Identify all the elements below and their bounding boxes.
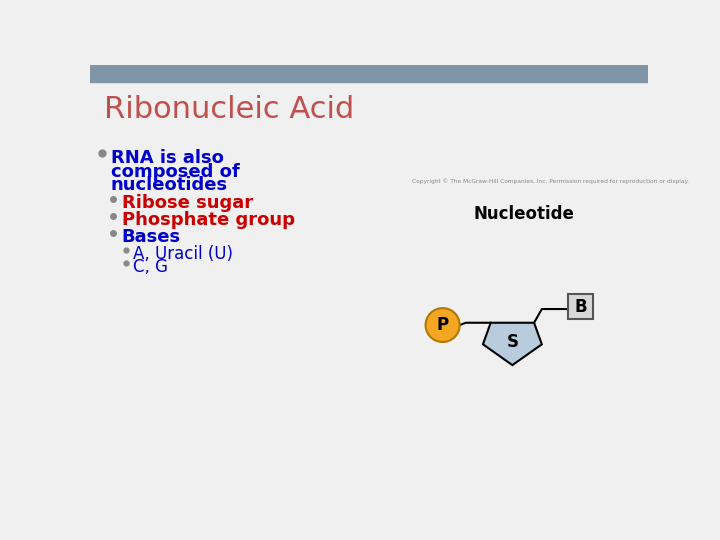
Text: Ribonucleic Acid: Ribonucleic Acid bbox=[104, 95, 354, 124]
Text: Nucleotide: Nucleotide bbox=[474, 205, 575, 223]
Text: nucleotides: nucleotides bbox=[111, 177, 228, 194]
Text: Copyright © The McGraw-Hill Companies, Inc. Permission required for reproduction: Copyright © The McGraw-Hill Companies, I… bbox=[412, 179, 688, 184]
Text: Phosphate group: Phosphate group bbox=[122, 211, 294, 229]
Text: A, Uracil (U): A, Uracil (U) bbox=[133, 245, 233, 263]
Text: S: S bbox=[506, 333, 518, 351]
Text: B: B bbox=[575, 298, 587, 315]
Text: composed of: composed of bbox=[111, 163, 240, 180]
FancyBboxPatch shape bbox=[568, 294, 593, 319]
Text: P: P bbox=[436, 316, 449, 334]
Bar bbox=[90, 65, 648, 82]
Circle shape bbox=[426, 308, 459, 342]
Text: Bases: Bases bbox=[122, 228, 181, 246]
Text: Ribose sugar: Ribose sugar bbox=[122, 194, 253, 212]
Text: RNA is also: RNA is also bbox=[111, 148, 224, 167]
Polygon shape bbox=[483, 323, 542, 365]
Text: C, G: C, G bbox=[133, 258, 168, 276]
